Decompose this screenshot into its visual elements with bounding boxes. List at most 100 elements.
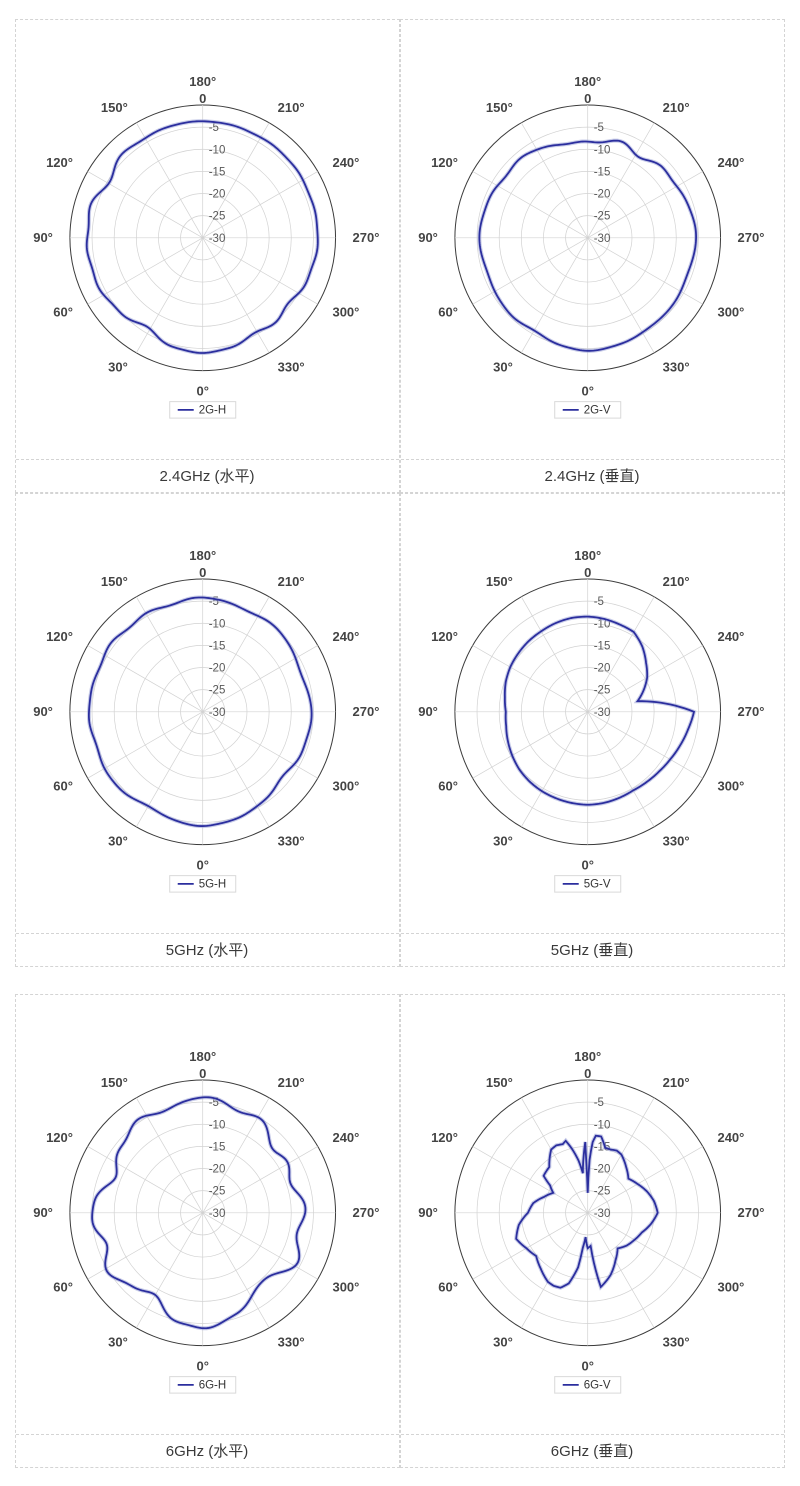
svg-text:60°: 60° — [53, 1280, 73, 1295]
svg-text:30°: 30° — [493, 1335, 513, 1350]
svg-text:-5: -5 — [593, 1097, 603, 1109]
svg-text:120°: 120° — [46, 155, 73, 170]
svg-text:5G-V: 5G-V — [583, 879, 610, 891]
svg-text:-15: -15 — [593, 166, 610, 178]
svg-text:210°: 210° — [277, 1075, 304, 1090]
svg-text:330°: 330° — [662, 1335, 689, 1350]
svg-text:-25: -25 — [593, 685, 610, 697]
svg-text:30°: 30° — [108, 360, 128, 375]
svg-text:150°: 150° — [100, 1075, 127, 1090]
svg-text:120°: 120° — [431, 1130, 458, 1145]
svg-text:-30: -30 — [208, 1208, 225, 1220]
svg-text:120°: 120° — [431, 629, 458, 644]
svg-text:60°: 60° — [438, 779, 458, 794]
svg-text:150°: 150° — [100, 574, 127, 589]
svg-text:-10: -10 — [593, 1119, 610, 1131]
svg-text:0: 0 — [199, 1066, 206, 1081]
svg-text:330°: 330° — [277, 360, 304, 375]
svg-text:-25: -25 — [593, 1186, 610, 1198]
svg-text:90°: 90° — [418, 1205, 438, 1220]
svg-text:150°: 150° — [485, 100, 512, 115]
svg-text:180°: 180° — [574, 74, 601, 89]
svg-text:120°: 120° — [431, 155, 458, 170]
svg-text:-5: -5 — [593, 122, 603, 134]
svg-text:6G-H: 6G-H — [198, 1380, 225, 1392]
svg-text:240°: 240° — [717, 629, 744, 644]
svg-text:120°: 120° — [46, 629, 73, 644]
svg-text:30°: 30° — [108, 834, 128, 849]
svg-text:210°: 210° — [662, 574, 689, 589]
svg-text:270°: 270° — [352, 230, 379, 245]
svg-text:-20: -20 — [593, 663, 610, 675]
svg-text:0°: 0° — [581, 858, 593, 873]
svg-text:180°: 180° — [189, 548, 216, 563]
svg-text:300°: 300° — [332, 305, 359, 320]
svg-text:300°: 300° — [332, 1280, 359, 1295]
svg-text:0°: 0° — [581, 1359, 593, 1374]
svg-text:270°: 270° — [352, 704, 379, 719]
svg-text:150°: 150° — [485, 574, 512, 589]
svg-text:-10: -10 — [208, 1119, 225, 1131]
svg-text:240°: 240° — [332, 629, 359, 644]
svg-text:0°: 0° — [196, 1359, 208, 1374]
svg-text:60°: 60° — [438, 305, 458, 320]
svg-text:180°: 180° — [189, 1049, 216, 1064]
svg-text:0: 0 — [584, 1066, 591, 1081]
svg-text:330°: 330° — [662, 360, 689, 375]
svg-text:300°: 300° — [717, 779, 744, 794]
svg-text:-5: -5 — [593, 596, 603, 608]
svg-text:6G-V: 6G-V — [583, 1380, 610, 1392]
svg-text:-30: -30 — [593, 707, 610, 719]
svg-text:150°: 150° — [485, 1075, 512, 1090]
svg-text:240°: 240° — [332, 1130, 359, 1145]
svg-text:-20: -20 — [208, 1164, 225, 1176]
svg-text:-20: -20 — [593, 189, 610, 201]
svg-text:-25: -25 — [593, 211, 610, 223]
svg-text:-20: -20 — [208, 189, 225, 201]
svg-text:-10: -10 — [208, 618, 225, 630]
svg-text:60°: 60° — [53, 779, 73, 794]
svg-text:-10: -10 — [208, 144, 225, 156]
svg-text:210°: 210° — [662, 1075, 689, 1090]
svg-text:120°: 120° — [46, 1130, 73, 1145]
svg-text:2G-V: 2G-V — [583, 405, 610, 417]
svg-text:-15: -15 — [593, 640, 610, 652]
svg-text:30°: 30° — [493, 834, 513, 849]
svg-text:270°: 270° — [737, 230, 764, 245]
svg-text:330°: 330° — [277, 834, 304, 849]
svg-text:180°: 180° — [574, 1049, 601, 1064]
svg-text:330°: 330° — [662, 834, 689, 849]
svg-text:90°: 90° — [33, 704, 53, 719]
svg-text:150°: 150° — [100, 100, 127, 115]
svg-text:180°: 180° — [189, 74, 216, 89]
svg-text:0: 0 — [584, 91, 591, 106]
svg-text:60°: 60° — [438, 1280, 458, 1295]
svg-text:90°: 90° — [418, 230, 438, 245]
svg-text:-15: -15 — [208, 640, 225, 652]
svg-text:240°: 240° — [332, 155, 359, 170]
svg-text:240°: 240° — [717, 1130, 744, 1145]
svg-text:-15: -15 — [208, 1141, 225, 1153]
svg-text:-30: -30 — [208, 707, 225, 719]
svg-text:5G-H: 5G-H — [198, 879, 225, 891]
svg-text:-25: -25 — [208, 1186, 225, 1198]
svg-text:-30: -30 — [208, 233, 225, 245]
svg-text:180°: 180° — [574, 548, 601, 563]
svg-text:210°: 210° — [662, 100, 689, 115]
svg-text:210°: 210° — [277, 100, 304, 115]
svg-text:210°: 210° — [277, 574, 304, 589]
svg-text:2G-H: 2G-H — [198, 405, 225, 417]
svg-text:300°: 300° — [332, 779, 359, 794]
svg-text:270°: 270° — [737, 704, 764, 719]
svg-text:300°: 300° — [717, 1280, 744, 1295]
svg-text:330°: 330° — [277, 1335, 304, 1350]
svg-text:-15: -15 — [208, 166, 225, 178]
svg-text:240°: 240° — [717, 155, 744, 170]
svg-text:30°: 30° — [108, 1335, 128, 1350]
svg-text:-20: -20 — [593, 1164, 610, 1176]
svg-text:30°: 30° — [493, 360, 513, 375]
svg-text:90°: 90° — [418, 704, 438, 719]
svg-text:0°: 0° — [581, 384, 593, 399]
svg-text:270°: 270° — [737, 1205, 764, 1220]
svg-text:-30: -30 — [593, 233, 610, 245]
